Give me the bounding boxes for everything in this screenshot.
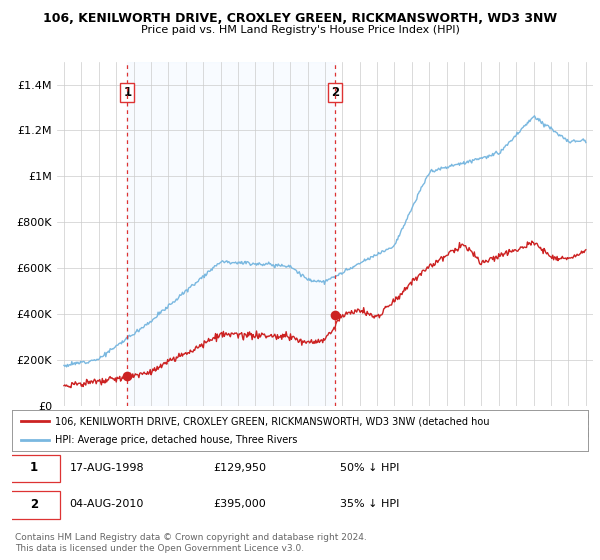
Text: 1: 1	[30, 461, 38, 474]
Bar	[127, 62, 335, 406]
FancyBboxPatch shape	[7, 492, 61, 519]
Text: HPI: Average price, detached house, Three Rivers: HPI: Average price, detached house, Thre…	[55, 435, 298, 445]
Text: 35% ↓ HPI: 35% ↓ HPI	[340, 500, 400, 509]
Text: £129,950: £129,950	[214, 463, 266, 473]
Text: 106, KENILWORTH DRIVE, CROXLEY GREEN, RICKMANSWORTH, WD3 3NW: 106, KENILWORTH DRIVE, CROXLEY GREEN, RI…	[43, 12, 557, 25]
Text: 2: 2	[331, 86, 340, 99]
Text: 106, KENILWORTH DRIVE, CROXLEY GREEN, RICKMANSWORTH, WD3 3NW (detached hou: 106, KENILWORTH DRIVE, CROXLEY GREEN, RI…	[55, 417, 490, 426]
Text: 17-AUG-1998: 17-AUG-1998	[70, 463, 144, 473]
Text: 04-AUG-2010: 04-AUG-2010	[70, 500, 144, 509]
FancyBboxPatch shape	[7, 455, 61, 482]
Text: 2: 2	[30, 498, 38, 511]
Text: £395,000: £395,000	[214, 500, 266, 509]
Text: 1: 1	[124, 86, 131, 99]
Text: Price paid vs. HM Land Registry's House Price Index (HPI): Price paid vs. HM Land Registry's House …	[140, 25, 460, 35]
Text: 50% ↓ HPI: 50% ↓ HPI	[340, 463, 400, 473]
Text: Contains HM Land Registry data © Crown copyright and database right 2024.
This d: Contains HM Land Registry data © Crown c…	[15, 533, 367, 553]
